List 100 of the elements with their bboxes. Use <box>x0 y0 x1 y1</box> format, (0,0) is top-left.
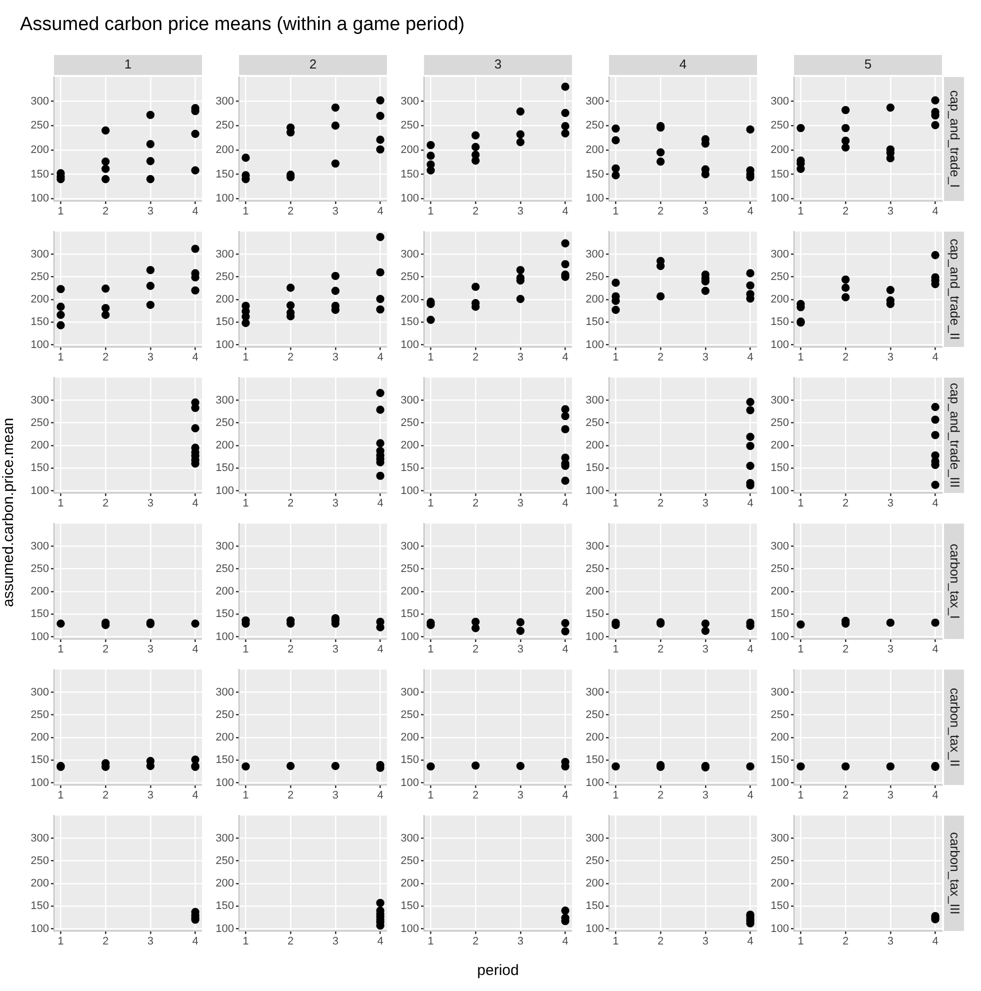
x-tick-label: 2 <box>102 936 109 948</box>
y-tick-label: 200 <box>216 586 234 598</box>
y-tick-label: 300 <box>586 248 604 260</box>
x-tick-label: 3 <box>887 790 894 802</box>
y-tick-label: 250 <box>770 708 789 721</box>
x-tick-label: 1 <box>242 936 249 948</box>
y-tick-label: 300 <box>770 248 789 260</box>
x-tick-label: 2 <box>472 644 479 656</box>
x-tick-label: 4 <box>932 206 938 218</box>
x-tick-label: 1 <box>428 936 434 948</box>
y-tick-label: 300 <box>216 248 234 260</box>
y-tick-label: 250 <box>770 562 789 575</box>
y-tick-label: 150 <box>30 754 49 766</box>
x-tick-label: 1 <box>798 790 804 802</box>
x-tick-label: 4 <box>932 936 938 948</box>
y-tick-label: 250 <box>216 562 234 575</box>
y-tick-label: 100 <box>400 922 419 935</box>
y-tick-label: 200 <box>586 294 604 306</box>
y2-axis-title: cap_and_trade_III <box>947 382 962 488</box>
x-tick-label: 2 <box>472 936 479 948</box>
y-tick-label: 100 <box>30 630 49 643</box>
y-tick-label: 300 <box>400 248 419 260</box>
y-tick-label: 150 <box>216 900 234 912</box>
x-tick-label: 3 <box>702 644 708 656</box>
y-tick-label: 250 <box>770 854 789 867</box>
x-tick-label: 4 <box>932 644 938 656</box>
x-tick-label: 1 <box>798 644 804 656</box>
y-tick-label: 250 <box>586 562 604 575</box>
y-tick-label: 200 <box>770 732 789 744</box>
x-tick-label: 3 <box>887 498 894 510</box>
y-tick-label: 250 <box>30 270 49 283</box>
x-tick-label: 3 <box>147 644 154 656</box>
y-tick-label: 100 <box>216 922 234 935</box>
y-tick-label: 150 <box>400 754 419 766</box>
x-tick-label: 2 <box>288 644 294 656</box>
y-tick-label: 200 <box>30 732 49 744</box>
x-tick-label: 4 <box>377 498 384 510</box>
x-tick-label: 2 <box>288 936 294 948</box>
x-tick-label: 1 <box>612 644 619 656</box>
x-tick-label: 2 <box>472 790 479 802</box>
y-tick-label: 300 <box>216 394 234 406</box>
x-tick-label: 4 <box>377 790 384 802</box>
y-tick-label: 150 <box>30 608 49 620</box>
x-tick-label: 3 <box>702 206 708 218</box>
x-tick-label: 3 <box>887 936 894 948</box>
x-tick-label: 1 <box>242 352 249 364</box>
x-tick-label: 4 <box>747 644 754 656</box>
x-tick-label: 1 <box>612 790 619 802</box>
x-tick-label: 2 <box>102 352 109 364</box>
x-tick-label: 3 <box>702 498 708 510</box>
x-tick-label: 1 <box>428 498 434 510</box>
x-tick-label: 3 <box>887 206 894 218</box>
y-tick-label: 100 <box>770 922 789 935</box>
y-tick-label: 150 <box>400 608 419 620</box>
y-tick-label: 100 <box>400 338 419 351</box>
y-tick-label: 250 <box>216 120 234 132</box>
y-tick-label: 200 <box>216 144 234 156</box>
y-tick-label: 100 <box>30 192 49 205</box>
y-tick-label: 300 <box>30 248 49 260</box>
x-tick-label: 4 <box>932 498 938 510</box>
x-tick-label: 4 <box>192 644 198 656</box>
y-tick-label: 250 <box>30 854 49 867</box>
y-tick-label: 200 <box>770 144 789 156</box>
x-tick-label: 3 <box>332 206 338 218</box>
y-tick-label: 150 <box>400 168 419 180</box>
x-tick-label: 2 <box>102 498 109 510</box>
y-tick-label: 250 <box>770 270 789 283</box>
x-tick-label: 2 <box>842 206 849 218</box>
y-tick-label: 300 <box>30 95 49 108</box>
x-tick-label: 1 <box>58 936 64 948</box>
y-tick-label: 250 <box>586 854 604 867</box>
x-tick-label: 3 <box>702 936 708 948</box>
y2-axis-title: cap_and_trade_II <box>947 238 962 340</box>
x-tick-label: 1 <box>58 206 64 218</box>
y-tick-label: 200 <box>30 586 49 598</box>
x-tick-label: 1 <box>612 352 619 364</box>
x-tick-label: 1 <box>242 790 249 802</box>
y-tick-label: 150 <box>216 316 234 328</box>
x-tick-label: 1 <box>798 206 804 218</box>
x-tick-label: 3 <box>517 936 524 948</box>
y-tick-label: 100 <box>400 484 419 497</box>
chart-title: 1 <box>124 56 132 72</box>
text: assumed.carbon.price.mean <box>0 416 18 610</box>
x-tick-label: 2 <box>842 498 849 510</box>
y-tick-label: 150 <box>770 900 789 912</box>
chart-title: 3 <box>494 56 502 72</box>
x-tick-label: 4 <box>747 790 754 802</box>
x-tick-label: 2 <box>658 936 664 948</box>
x-tick-label: 2 <box>658 644 664 656</box>
y-tick-label: 100 <box>216 776 234 789</box>
x-tick-label: 1 <box>612 498 619 510</box>
x-tick-label: 4 <box>377 206 384 218</box>
y-tick-label: 100 <box>216 484 234 497</box>
y-tick-label: 100 <box>400 192 419 205</box>
x-tick-label: 2 <box>842 936 849 948</box>
y-tick-label: 150 <box>586 608 604 620</box>
x-tick-label: 4 <box>192 206 198 218</box>
x-tick-label: 1 <box>428 790 434 802</box>
x-tick-label: 3 <box>332 790 338 802</box>
y-tick-label: 300 <box>30 540 49 552</box>
